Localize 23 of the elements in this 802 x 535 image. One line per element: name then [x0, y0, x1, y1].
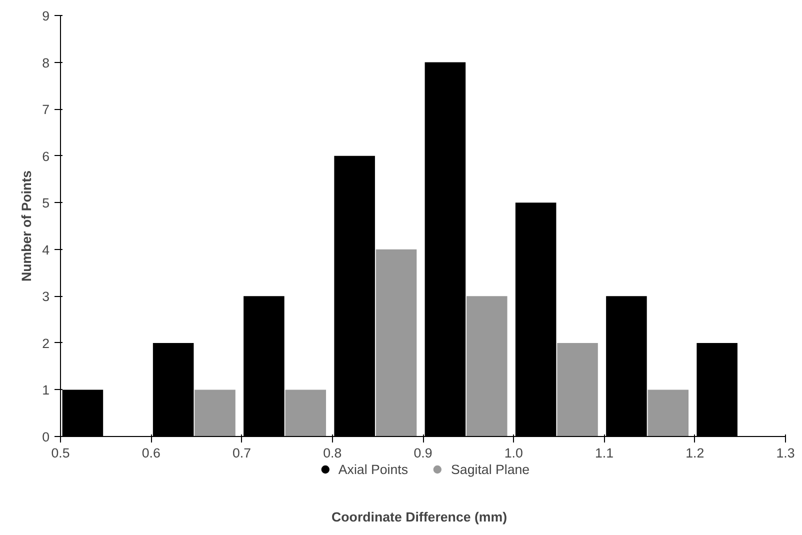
x-tick-label: 1.3	[776, 446, 795, 460]
y-tick-label: 8	[42, 55, 50, 70]
x-tick-label: 1.0	[504, 446, 523, 460]
y-axis-title: Number of Points	[19, 170, 34, 282]
y-tick-label: 4	[42, 242, 50, 258]
x-tick-label: 0.6	[142, 446, 160, 460]
x-tick-label: 1.2	[686, 446, 704, 460]
y-tick-label: 6	[42, 148, 50, 164]
y-tick-label: 0	[42, 430, 50, 444]
y-tick-label: 1	[42, 382, 50, 398]
x-tick-label: 0.7	[232, 446, 252, 460]
x-axis-title: Coordinate Difference (mm)	[332, 510, 508, 524]
x-tick-label: 1.1	[594, 446, 614, 460]
y-tick-label: 9	[42, 8, 50, 24]
y-tick-label: 7	[42, 102, 50, 118]
x-tick-label: 0.9	[414, 446, 432, 460]
x-tick-label: 0.8	[323, 446, 342, 460]
x-tick-label: 0.5	[51, 446, 70, 460]
y-tick-label: 2	[42, 336, 50, 351]
legend-label: Sagital Plane	[451, 462, 530, 476]
y-tick-label: 5	[42, 196, 50, 211]
legend-label: Axial Points	[338, 462, 408, 476]
y-tick-label: 3	[42, 289, 50, 304]
